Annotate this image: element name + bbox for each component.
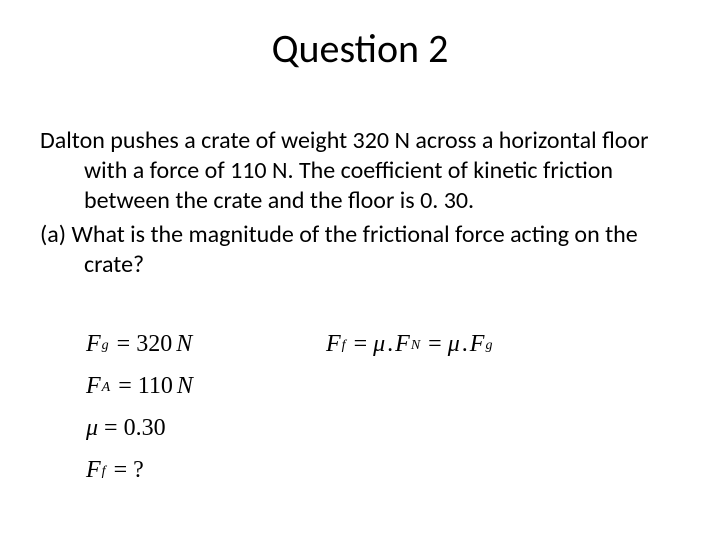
sym-F4: F: [470, 331, 485, 358]
eq-row-mu: μ = 0.30: [86, 414, 646, 442]
body-text: Dalton pushes a crate of weight 320 N ac…: [40, 126, 680, 284]
sub-f: f: [342, 338, 346, 354]
unit-N-2: N: [177, 373, 193, 400]
eq-row-FA: FA = 110 N: [86, 372, 646, 400]
dot-1: .: [387, 331, 393, 358]
eq-Ff-formula: Ff = μ.FN = μ.Fg: [326, 331, 494, 358]
eq-FA: FA = 110 N: [86, 373, 286, 400]
sym-F: F: [86, 331, 101, 358]
problem-statement: Dalton pushes a crate of weight 320 N ac…: [40, 126, 680, 216]
sub-g: g: [102, 338, 109, 354]
eq-mu: μ = 0.30: [86, 415, 286, 442]
eq-row-Fg: Fg = 320 N Ff = μ.FN = μ.Fg: [86, 330, 646, 358]
sym-F2: F: [326, 331, 341, 358]
eq-sign: =: [117, 331, 131, 358]
slide: Question 2 Dalton pushes a crate of weig…: [0, 0, 720, 540]
sym-mu3: μ: [86, 415, 98, 442]
sym-F5: F: [86, 373, 101, 400]
eq-sign-3: =: [428, 331, 442, 358]
sym-mu2: μ: [448, 331, 460, 358]
eq-Fg: Fg = 320 N: [86, 331, 286, 358]
eq-sign-5: =: [104, 415, 118, 442]
eq-sign-4: =: [118, 373, 132, 400]
eq-Ff: Ff = ?: [86, 457, 286, 484]
val-q: ?: [133, 457, 144, 484]
sub-A: A: [102, 380, 111, 396]
dot-2: .: [462, 331, 468, 358]
eq-sign-2: =: [354, 331, 368, 358]
eq-row-Ff: Ff = ?: [86, 456, 646, 484]
slide-title: Question 2: [0, 24, 720, 73]
val-Fg: 320: [136, 331, 172, 358]
val-mu: 0.30: [124, 415, 166, 442]
eq-sign-6: =: [114, 457, 128, 484]
sub-g2: g: [485, 338, 492, 354]
sym-F6: F: [86, 457, 101, 484]
sub-N: N: [411, 338, 420, 354]
unit-N-1: N: [176, 331, 192, 358]
equations-block: Fg = 320 N Ff = μ.FN = μ.Fg FA = 110 N: [86, 330, 646, 498]
question-a: (a) What is the magnitude of the frictio…: [40, 220, 680, 280]
sym-F3: F: [395, 331, 410, 358]
val-FA: 110: [138, 373, 173, 400]
sub-f2: f: [102, 464, 106, 480]
sym-mu: μ: [373, 331, 385, 358]
